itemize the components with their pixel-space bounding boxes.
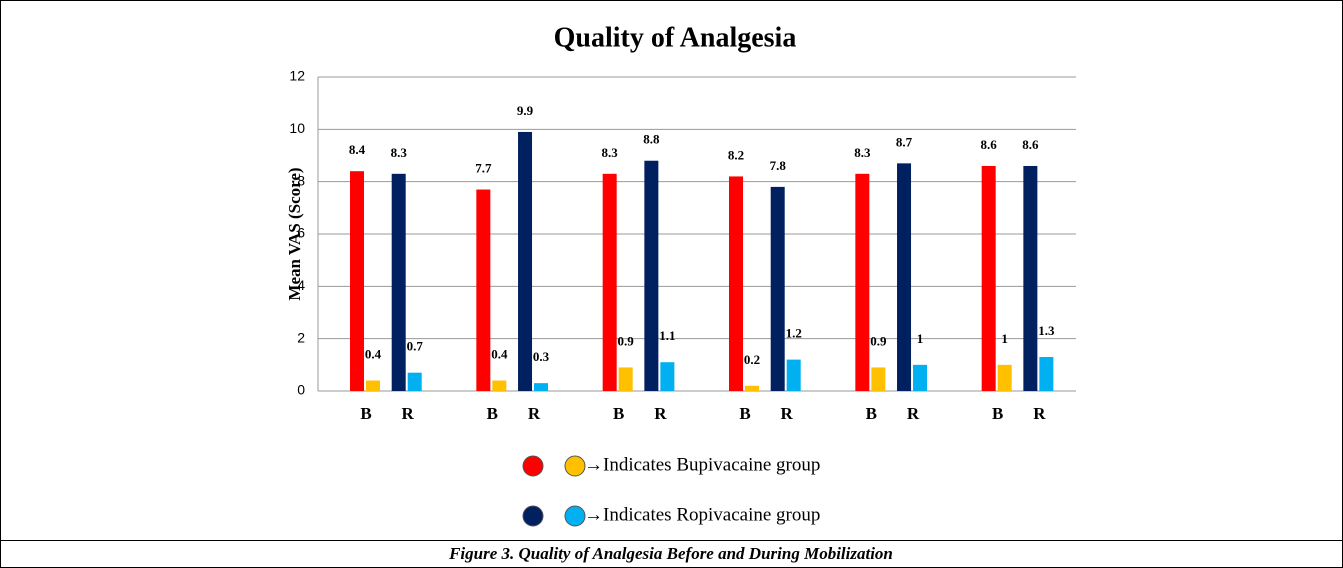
bar xyxy=(1039,356,1054,391)
x-tick-label: R xyxy=(654,404,667,423)
x-tick-label: B xyxy=(866,404,877,423)
bar xyxy=(981,165,996,391)
x-tick-label: B xyxy=(739,404,750,423)
y-tick-label: 4 xyxy=(297,277,305,293)
y-tick-label: 0 xyxy=(297,382,305,398)
legend-swatch xyxy=(522,455,544,477)
data-label: 1 xyxy=(1001,331,1008,346)
data-label: 8.6 xyxy=(981,137,998,152)
data-label: 0.4 xyxy=(365,347,382,362)
bar xyxy=(534,383,549,391)
legend-label: →Indicates Ropivacaine group xyxy=(584,504,820,525)
x-tick-label: R xyxy=(402,404,415,423)
bar xyxy=(492,380,507,391)
bar xyxy=(871,367,886,391)
caption: Figure 3. Quality of Analgesia Before an… xyxy=(448,544,893,563)
data-label: 1.2 xyxy=(786,326,802,341)
bar xyxy=(618,367,633,391)
data-label: 1.1 xyxy=(659,328,675,343)
y-tick-label: 6 xyxy=(297,225,305,241)
chart-title: Quality of Analgesia xyxy=(554,22,797,53)
data-label: 8.6 xyxy=(1022,137,1039,152)
legend-swatch xyxy=(564,505,586,527)
bar xyxy=(366,380,381,391)
data-label: 8.3 xyxy=(602,145,619,160)
bar xyxy=(391,173,406,391)
x-tick-label: R xyxy=(907,404,920,423)
bar xyxy=(350,171,365,391)
bar xyxy=(518,131,533,391)
bar xyxy=(897,163,912,391)
bar xyxy=(855,173,870,391)
bar xyxy=(644,160,659,391)
data-label: 7.8 xyxy=(770,158,787,173)
x-tick-label: B xyxy=(992,404,1003,423)
data-label: 0.3 xyxy=(533,349,550,364)
bar xyxy=(997,364,1012,391)
data-label: 1 xyxy=(917,331,924,346)
bar xyxy=(786,359,801,391)
data-label: 8.8 xyxy=(643,132,660,147)
bar xyxy=(913,364,928,391)
data-label: 8.7 xyxy=(896,134,913,149)
y-tick-label: 10 xyxy=(289,120,305,136)
bar xyxy=(1023,165,1038,391)
data-label: 8.2 xyxy=(728,147,744,162)
x-tick-label: B xyxy=(613,404,624,423)
data-label: 0.2 xyxy=(744,352,760,367)
legend-label: →Indicates Bupivacaine group xyxy=(584,454,820,475)
legend-swatch xyxy=(564,455,586,477)
data-label: 7.7 xyxy=(475,161,492,176)
bar xyxy=(602,173,617,391)
data-label: 8.4 xyxy=(349,142,366,157)
x-tick-label: R xyxy=(1033,404,1046,423)
bar xyxy=(476,189,491,391)
x-tick-label: R xyxy=(528,404,541,423)
bar xyxy=(407,372,422,391)
y-tick-label: 8 xyxy=(297,172,305,188)
data-label: 0.4 xyxy=(491,347,508,362)
bar xyxy=(660,362,675,391)
bar xyxy=(745,385,760,391)
data-label: 0.7 xyxy=(407,339,424,354)
data-label: 0.9 xyxy=(618,333,635,348)
bar xyxy=(729,176,744,391)
y-axis-label: Mean VAS (Score) xyxy=(285,167,304,300)
data-label: 9.9 xyxy=(517,103,534,118)
data-label: 8.3 xyxy=(391,145,408,160)
x-tick-label: R xyxy=(781,404,794,423)
y-tick-label: 2 xyxy=(297,329,305,345)
x-tick-label: B xyxy=(360,404,371,423)
legend-swatch xyxy=(522,505,544,527)
data-label: 1.3 xyxy=(1038,323,1055,338)
bar xyxy=(770,186,785,391)
data-label: 0.9 xyxy=(870,333,887,348)
x-tick-label: B xyxy=(487,404,498,423)
data-label: 8.3 xyxy=(854,145,871,160)
y-tick-label: 12 xyxy=(289,68,305,84)
